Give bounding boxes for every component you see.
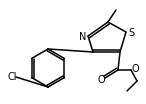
- Text: S: S: [128, 27, 134, 38]
- Text: N: N: [79, 32, 87, 41]
- Text: O: O: [97, 75, 105, 85]
- Text: Cl: Cl: [7, 72, 17, 82]
- Text: O: O: [131, 64, 139, 74]
